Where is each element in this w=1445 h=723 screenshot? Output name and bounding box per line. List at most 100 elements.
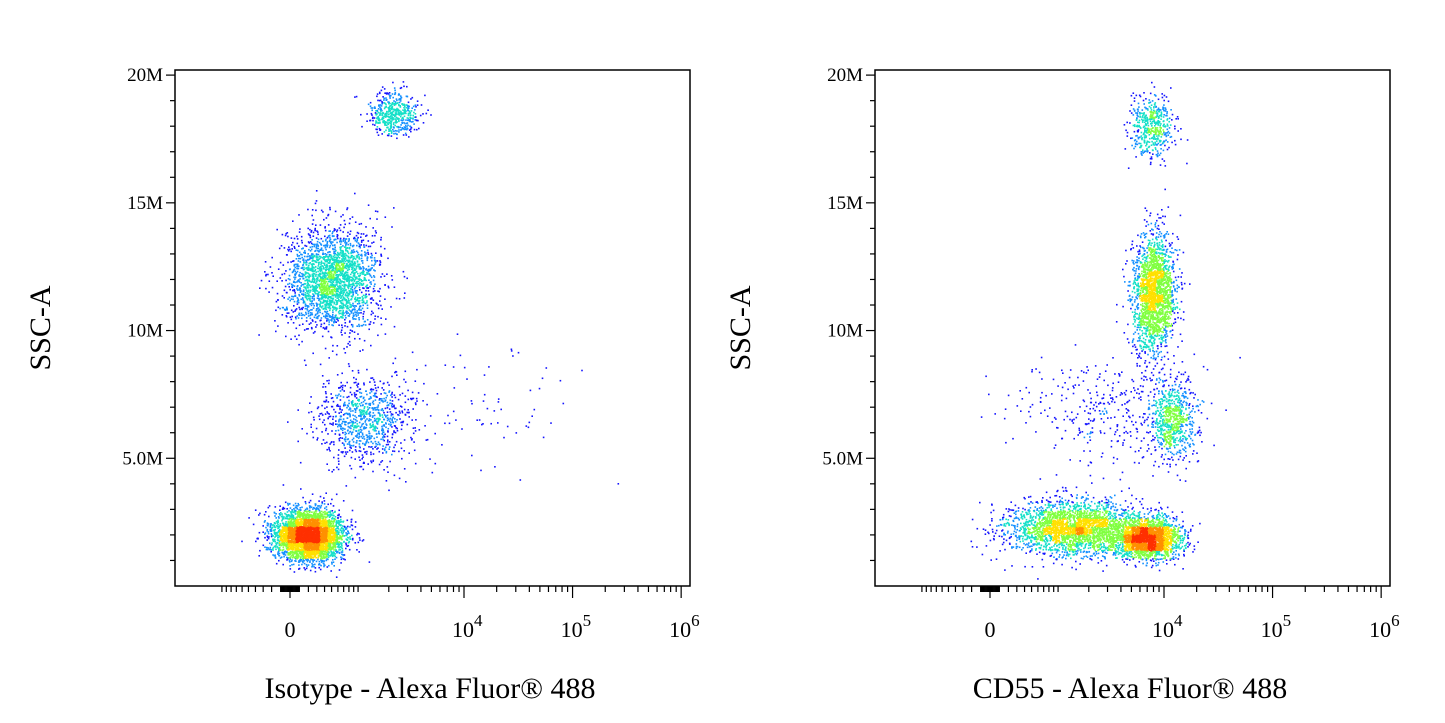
event-dot — [337, 319, 339, 322]
event-dot — [290, 520, 292, 523]
event-dot — [321, 541, 324, 543]
event-dot — [320, 541, 322, 543]
event-dot — [319, 546, 321, 548]
event-dot — [306, 524, 308, 526]
event-dot — [313, 530, 316, 533]
event-dot — [345, 272, 347, 274]
event-dot — [300, 539, 302, 541]
event-dot — [339, 243, 342, 245]
event-dot — [311, 553, 313, 556]
event-dot — [267, 532, 270, 535]
event-dot — [318, 536, 320, 539]
event-dot — [304, 523, 307, 525]
event-dot — [330, 554, 332, 557]
event-dot — [306, 542, 309, 544]
event-dot — [345, 528, 348, 530]
event-dot — [341, 253, 343, 255]
event-dot — [316, 524, 319, 526]
event-dot — [308, 543, 310, 545]
event-dot — [323, 548, 326, 550]
event-dot — [314, 517, 316, 519]
event-dot — [341, 535, 343, 538]
event-dot — [340, 562, 342, 564]
event-dot — [309, 280, 311, 283]
event-dot — [315, 560, 318, 563]
event-dot — [291, 525, 293, 527]
event-dot — [325, 248, 327, 251]
event-dot — [313, 548, 316, 551]
event-dot — [322, 547, 324, 550]
event-dot — [312, 508, 314, 510]
event-dot — [300, 235, 303, 238]
event-dot — [332, 512, 334, 514]
event-dot — [331, 532, 333, 534]
event-dot — [266, 546, 268, 549]
event-dot — [297, 549, 300, 551]
event-dot — [290, 518, 292, 520]
event-dot — [329, 525, 332, 527]
event-dot — [322, 327, 325, 329]
event-dot — [306, 511, 308, 513]
event-dot — [304, 533, 307, 535]
event-dot — [343, 530, 345, 532]
event-dot — [352, 293, 354, 296]
event-dot — [312, 521, 315, 524]
event-dot — [290, 338, 292, 340]
event-dot — [297, 525, 299, 527]
event-dot — [294, 547, 297, 549]
event-dot — [288, 532, 290, 535]
event-dot — [297, 527, 300, 529]
event-dot — [367, 253, 370, 255]
event-dot — [312, 532, 314, 535]
event-dot — [327, 556, 330, 559]
event-dot — [376, 210, 379, 213]
event-dot — [298, 274, 301, 276]
event-dot — [281, 538, 284, 541]
event-dot — [328, 554, 330, 557]
event-dot — [320, 523, 322, 525]
event-dot — [321, 560, 323, 562]
event-dot — [303, 514, 305, 516]
event-dot — [326, 310, 329, 313]
event-dot — [315, 224, 317, 226]
event-dot — [349, 344, 351, 346]
event-dot — [346, 533, 348, 536]
event-dot — [288, 541, 291, 544]
event-dot — [332, 545, 334, 547]
event-dot — [296, 315, 299, 317]
event-dot — [302, 530, 305, 533]
event-dot — [309, 499, 312, 502]
event-dot — [326, 289, 328, 291]
event-dot — [297, 539, 299, 542]
event-dot — [273, 529, 276, 532]
event-dot — [269, 546, 272, 549]
event-dot — [295, 249, 298, 251]
event-dot — [324, 507, 326, 510]
event-dot — [318, 299, 320, 302]
event-dot — [329, 543, 331, 545]
event-dot — [292, 551, 295, 554]
event-dot — [306, 560, 309, 563]
event-dot — [307, 535, 309, 538]
event-dot — [301, 523, 304, 526]
event-dot — [323, 556, 325, 558]
event-dot — [303, 261, 305, 263]
event-dot — [290, 532, 292, 535]
event-dot — [296, 538, 299, 541]
event-dot — [284, 544, 286, 546]
event-dot — [321, 272, 324, 275]
event-dot — [290, 517, 293, 519]
event-dot — [335, 529, 337, 532]
event-dot — [310, 551, 312, 554]
event-dot — [279, 514, 282, 516]
event-dot — [334, 296, 337, 298]
event-dot — [275, 330, 277, 333]
event-dot — [312, 512, 315, 515]
event-dot — [302, 561, 304, 564]
event-dot — [348, 279, 351, 281]
event-dot — [335, 576, 338, 578]
event-dot — [299, 557, 302, 560]
event-dot — [295, 527, 297, 530]
event-dot — [333, 539, 336, 541]
event-dot — [296, 264, 299, 266]
